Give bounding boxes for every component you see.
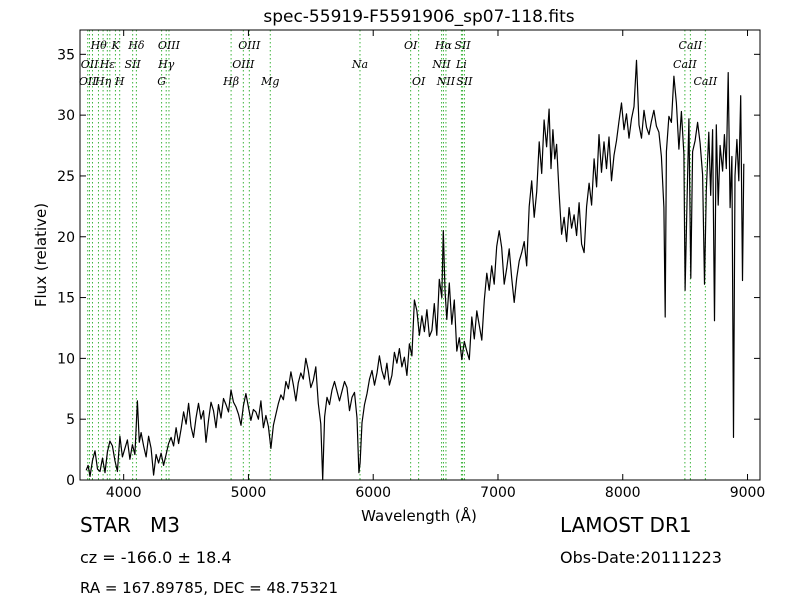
line-label: CaII xyxy=(673,58,697,71)
line-label: OIII xyxy=(238,39,261,52)
y-tick-label: 15 xyxy=(57,291,75,307)
x-tick-label: 4000 xyxy=(106,485,142,501)
line-label: Li xyxy=(455,58,467,71)
line-label: SII xyxy=(125,58,142,71)
line-label: Hη xyxy=(94,75,112,88)
y-tick-label: 25 xyxy=(57,169,75,185)
line-label: CaII xyxy=(679,39,703,52)
line-label: OIII xyxy=(158,39,181,52)
plot-frame xyxy=(79,29,761,481)
y-tick-label: 5 xyxy=(66,412,75,428)
chart-title: spec-55919-F5591906_sp07-118.fits xyxy=(263,7,574,27)
spectral-line-markers xyxy=(87,30,706,480)
x-tick-label: 8000 xyxy=(605,485,641,501)
coordinates-readout: RA = 167.89785, DEC = 48.75321 xyxy=(80,579,339,597)
line-label: K xyxy=(110,39,120,52)
x-tick-label: 6000 xyxy=(355,485,391,501)
x-tick-label: 9000 xyxy=(730,485,766,501)
line-label: NII xyxy=(436,75,456,88)
axis-ticks: 4000 5000 6000 7000 8000 9000 0 5 10 15 20 25 30 35 xyxy=(57,30,765,501)
y-tick-label: 30 xyxy=(57,108,75,124)
line-label: CaII xyxy=(694,75,718,88)
y-tick-label: 35 xyxy=(57,47,75,63)
line-label: Hα xyxy=(434,39,453,52)
line-label: Na xyxy=(351,58,368,71)
line-label: H xyxy=(114,75,125,88)
object-class: STAR M3 xyxy=(80,513,180,537)
spectrum-series xyxy=(85,59,745,481)
line-label: Hε xyxy=(99,58,116,71)
line-label: Hβ xyxy=(222,75,239,88)
survey-name: LAMOST DR1 xyxy=(560,513,692,537)
line-label: G xyxy=(157,75,166,88)
y-tick-label: 20 xyxy=(57,230,75,246)
x-tick-label: 7000 xyxy=(480,485,516,501)
line-label: Hθ xyxy=(90,39,108,52)
line-label: Mg xyxy=(260,75,279,88)
spectrum-line-0 xyxy=(85,59,745,481)
line-label: OII xyxy=(81,58,99,71)
line-label: NII xyxy=(431,58,451,71)
line-label: SII xyxy=(456,75,473,88)
line-label: OI xyxy=(412,75,426,88)
line-label: Hδ xyxy=(127,39,145,52)
y-tick-label: 0 xyxy=(66,473,75,489)
x-tick-label: 5000 xyxy=(231,485,267,501)
line-label: OIII xyxy=(232,58,255,71)
y-tick-label: 10 xyxy=(57,351,75,367)
x-axis-label: Wavelength (Å) xyxy=(361,506,477,525)
line-label: OII xyxy=(79,75,97,88)
line-label: OI xyxy=(404,39,418,52)
y-axis-label: Flux (relative) xyxy=(32,203,50,307)
observation-date: Obs-Date:20111223 xyxy=(560,548,722,567)
line-label: SII xyxy=(454,39,471,52)
redshift-readout: cz = -166.0 ± 18.4 xyxy=(80,548,232,567)
line-label: Hγ xyxy=(157,58,175,71)
